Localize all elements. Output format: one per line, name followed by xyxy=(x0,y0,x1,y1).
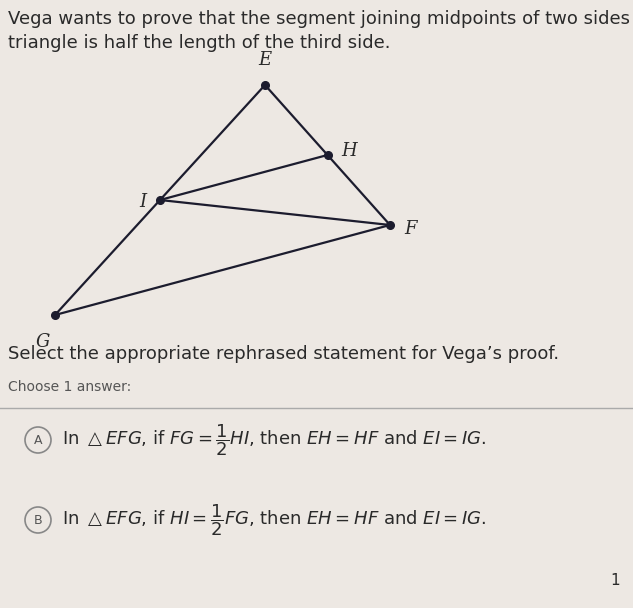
Text: H: H xyxy=(341,142,357,160)
Text: F: F xyxy=(404,220,417,238)
Text: triangle is half the length of the third side.: triangle is half the length of the third… xyxy=(8,34,391,52)
Text: Choose 1 answer:: Choose 1 answer: xyxy=(8,380,131,394)
Text: B: B xyxy=(34,514,42,527)
Text: In $\triangle EFG$, if $FG = \dfrac{1}{2}HI$, then $EH = HF$ and $EI = IG$.: In $\triangle EFG$, if $FG = \dfrac{1}{2… xyxy=(62,422,487,458)
Text: A: A xyxy=(34,434,42,446)
Text: E: E xyxy=(258,51,272,69)
Text: 1: 1 xyxy=(610,573,620,588)
Text: I: I xyxy=(139,193,146,211)
Text: Select the appropriate rephrased statement for Vega’s proof.: Select the appropriate rephrased stateme… xyxy=(8,345,559,363)
Text: In $\triangle EFG$, if $HI = \dfrac{1}{2}FG$, then $EH = HF$ and $EI = IG$.: In $\triangle EFG$, if $HI = \dfrac{1}{2… xyxy=(62,502,487,538)
Text: G: G xyxy=(35,333,50,351)
Text: Vega wants to prove that the segment joining midpoints of two sides: Vega wants to prove that the segment joi… xyxy=(8,10,630,28)
